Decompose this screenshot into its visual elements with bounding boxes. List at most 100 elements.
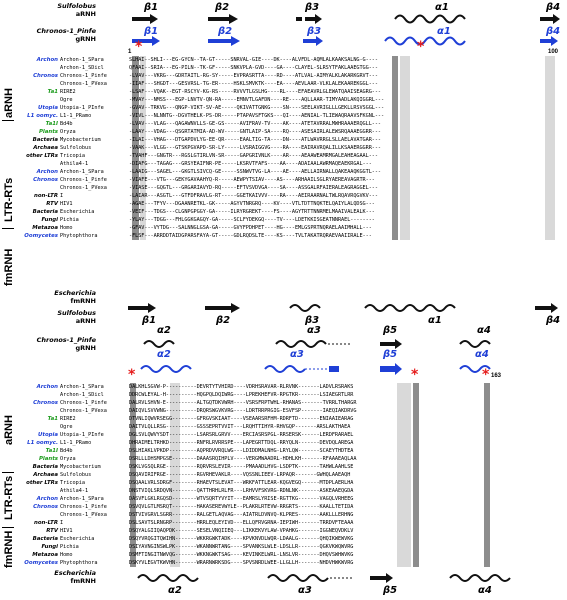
sequence-row: -VIAFE---VTG---GEKYGAVAAHYQ-R-----AEWPYT… xyxy=(129,177,375,183)
ss-label-beta5-mid: β5 xyxy=(383,349,398,360)
group-label: Bacteria xyxy=(32,464,58,470)
species-name: Utopia-1_PInfe xyxy=(60,105,104,111)
group-label: Oomycetes xyxy=(24,560,58,566)
species-name: Pichia xyxy=(60,217,79,223)
ref-label-fmrnh: fmRNH xyxy=(70,297,97,305)
conserved-column xyxy=(392,56,398,240)
sequence-row: -LAAY---VDAG---QSGRTATMIA-AD-WV-----GNTL… xyxy=(129,129,381,135)
sequence-row: -LVAV---VKRG---GDRTAITL-RG-SY-----EVPRAS… xyxy=(129,73,378,79)
ss-label-beta3-top: β3 xyxy=(305,2,320,13)
alignment-end-number: 163 xyxy=(491,373,502,379)
ss-label-alpha2-bottom: α2 xyxy=(168,585,182,596)
species-name: Athila4-1 xyxy=(60,488,89,494)
species-name: Phytophthora xyxy=(60,560,98,566)
species-name: Mycobacterium xyxy=(60,137,101,143)
ref-label-escherichia: Escherichia xyxy=(54,569,96,577)
ss-label-beta3-bottom: β3 xyxy=(305,315,320,326)
sequence-row: DNSTVIQLSRDQVN--------QATTHRHLRLFR---LRH… xyxy=(129,488,354,494)
group-label: non-LTR xyxy=(34,520,58,526)
group-label: L1 oomyc. xyxy=(27,440,58,446)
ref-label-grnh: gRNH xyxy=(75,344,96,352)
conserved-column xyxy=(170,383,180,567)
conserved-column xyxy=(484,383,490,567)
sequence-row: DSIYAVNGINSWLPK-------WKANNWRTANG----SPV… xyxy=(129,544,354,550)
species-name: Escherichia xyxy=(60,209,95,215)
group-label: L1 oomyc. xyxy=(27,113,58,119)
sequence-row: DALKHLSGVW-P----------DEVRTYTVHIRD----VD… xyxy=(129,384,354,390)
species-name: Sulfolobus xyxy=(60,472,92,478)
species-name: L1-1_PRamo xyxy=(60,113,92,119)
sequence-row: DSQYVRQGITQWIHN-------WKKRGWKTADK----KPV… xyxy=(129,536,354,542)
ref-label-sulfolobus: Sulfolobus xyxy=(57,309,96,317)
sequence-row: DSVQVLGTLMSRQT--------HAKASEREVWYLE--PLA… xyxy=(129,504,354,510)
category-divider xyxy=(2,228,14,229)
conserved-column xyxy=(400,56,410,240)
species-name: Homo xyxy=(60,552,73,558)
species-name: Archon-1_SDicl xyxy=(60,65,104,71)
group-label: Archon xyxy=(36,384,58,390)
conserved-column xyxy=(545,56,555,240)
sequence-row: DSKLVGSQLRGE----------RQRVRSLEVIR-----PM… xyxy=(129,464,354,470)
alignment-start-number: 1 xyxy=(128,49,132,55)
group-label: Archon xyxy=(36,169,58,175)
ss-label-beta5-bottom: β5 xyxy=(383,585,398,596)
ref-label-chronos: Chronos-1_Pinfe xyxy=(36,336,96,344)
category-divider xyxy=(2,120,14,121)
group-label: Metazoa xyxy=(32,552,58,558)
sequence-row: DAIQVLSVVWNG----------DRQRSWGVKVRG----LD… xyxy=(129,408,357,414)
sequence-row: DHRAIMELTRHKD---------RNFRLRVRRSPE---LAP… xyxy=(129,440,354,446)
species-name: I xyxy=(60,193,64,199)
species-name: Tricopia xyxy=(60,153,85,159)
sequence-row: DSQAALVRLSDRGF--------RHAEVTSLEVAT---WRK… xyxy=(129,480,354,486)
species-name: Bd4b xyxy=(60,448,73,454)
species-name: Archon-1_SPara xyxy=(60,496,104,502)
sequence-row: DSLSAVTSLRNGRP--------HRRLEQLEYIVD---ELL… xyxy=(129,520,354,526)
sequence-row: DSLHIAKLVPKDP---------AQPRDVVRQLWG---LDI… xyxy=(129,448,354,454)
ss-label-beta1-mid: β1 xyxy=(144,26,159,37)
sequence-row: -LVAV---VLAG---QAGAWNVLLS-GE-GS-----AVIF… xyxy=(129,121,381,127)
group-label: Plants xyxy=(38,129,58,135)
species-name: Mycobacterium xyxy=(60,464,101,470)
group-label: Chronos xyxy=(33,73,58,79)
species-name: Chronos-1_PVexa xyxy=(60,185,107,191)
ss-label-alpha4-bottom: α4 xyxy=(478,585,492,596)
sequence-row: -LAIAR---ASGTL---GTFDFRAVLG-RT-----GGETK… xyxy=(129,193,378,199)
species-name: Tricopia xyxy=(60,480,85,486)
group-label: Metazoa xyxy=(32,225,58,231)
group-label: non-LTR xyxy=(34,193,58,199)
species-name: Archon-1_SDicl xyxy=(60,392,104,398)
species-name: Chronos-1_PVexa xyxy=(60,512,107,518)
ss-label-beta4-mid: β4 xyxy=(546,26,561,37)
ref-label-grnh: gRNH xyxy=(75,35,96,43)
conserved-column xyxy=(140,56,146,240)
ss-label-beta2-top: β2 xyxy=(215,2,230,13)
species-name: Chronos-1_Pinfe xyxy=(60,400,107,406)
species-name: Athila4-1 xyxy=(60,161,89,167)
ss-label-beta4-top: β4 xyxy=(546,2,561,13)
sequence-row: -MVAY---NMSS---EGP-LNVTV-QN-RA-----EMNVT… xyxy=(129,97,385,103)
sequence-row: QFAAI--SRIA---EG-PILN--TK-GF-----SNKVPLA… xyxy=(129,65,378,71)
group-label: Oomycetes xyxy=(24,233,58,239)
group-label: Utopia xyxy=(37,105,58,111)
top-ss-track xyxy=(132,14,560,46)
species-name: Pichia xyxy=(60,544,79,550)
group-label: Bacteria xyxy=(32,536,58,542)
species-name: L1-1_PRamo xyxy=(60,440,92,446)
group-label: Archaea xyxy=(33,145,58,151)
species-name: Utopia-1_PInfe xyxy=(60,432,104,438)
group-label: Archaea xyxy=(33,472,58,478)
sequence-row: -DIAFG---TAGAG---GRSYEAIFNR-PE-----LKSRV… xyxy=(129,161,372,167)
ref-label-chronos: Chronos-1_Pinfe xyxy=(36,27,96,35)
sequence-row: DSMFTINGITNWVQG-------WKKNGWKTSAG----KEV… xyxy=(129,552,354,558)
sequence-row: DSRLLLDHSMPGSE--------DAAASRQIHPLV----VE… xyxy=(129,456,357,462)
ss-label-alpha3-top: α3 xyxy=(307,325,321,336)
sequence-row: -GFAV---VYTDG---SALNNGLGSA-GA-----GVYFPD… xyxy=(129,225,372,231)
sequence-row: -FLSF---ARRDDTAIDGPARSFAYA-GT-----GDLRQD… xyxy=(129,233,372,239)
sequence-row: -VIVL---NLNNTG--DGVTHELK-PS-DR-----PTAPA… xyxy=(129,113,385,119)
sequence-row: -VIASE---GQGTL---GRGARIAVYD-RQ-----EFTVS… xyxy=(129,185,378,191)
ss-label-beta2-mid: β2 xyxy=(218,26,233,37)
conserved-column xyxy=(132,56,139,240)
species-name: Chronos-1_Pinfe xyxy=(60,177,107,183)
ss-label-beta1-top: β1 xyxy=(144,2,159,13)
